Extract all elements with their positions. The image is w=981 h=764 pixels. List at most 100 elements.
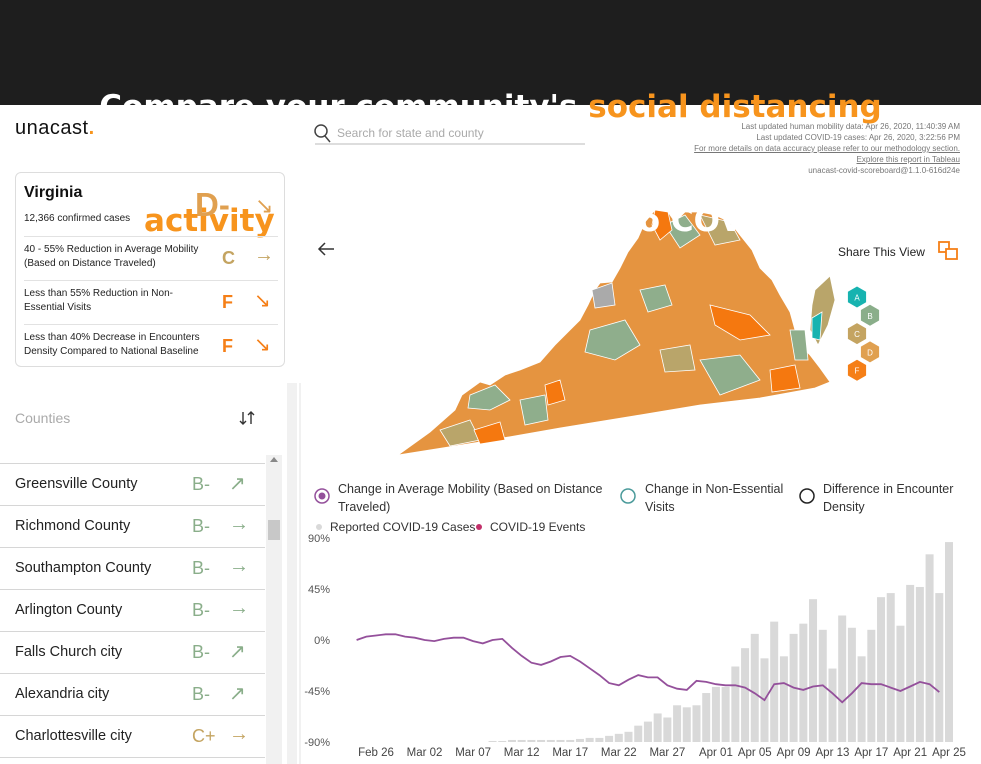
scroll-thumb[interactable] [268, 520, 280, 540]
share-icon-part [938, 241, 950, 253]
y-tick-label: -90% [304, 737, 330, 749]
divider [0, 463, 265, 464]
banner: Compare your community's social distanci… [0, 0, 981, 239]
metric-label: Less than 40% Decrease in Encounters Dens… [24, 331, 200, 359]
bar [507, 739, 516, 742]
search-icon [314, 124, 328, 138]
x-tick-label: Apr 09 [777, 747, 811, 759]
map-region [467, 384, 511, 411]
metric-grade: F [222, 336, 233, 356]
bar [915, 586, 924, 742]
sort-icon[interactable] [239, 411, 255, 425]
metric-trend: ↘ [254, 334, 271, 356]
map-region [544, 379, 566, 406]
x-tick-label: Apr 13 [816, 747, 850, 759]
counties-header: Counties [15, 410, 71, 426]
county-row[interactable]: Richmond County B- → [0, 506, 265, 548]
bar [673, 705, 682, 742]
map-region [519, 394, 549, 426]
meta-link[interactable]: Explore this report in Tableau [856, 155, 960, 164]
county-row[interactable]: Alexandria city B- ↗ [0, 674, 265, 716]
share-icon[interactable] [938, 241, 958, 260]
county-trend: ↗ [229, 683, 246, 705]
x-tick-label: Apr 01 [699, 747, 733, 759]
map[interactable] [397, 209, 836, 456]
county-row[interactable]: Falls Church city B- ↗ [0, 632, 265, 674]
bar [867, 629, 876, 742]
bar [779, 656, 788, 742]
banner-text: Compare your community's [99, 89, 589, 125]
county-grade: B- [192, 558, 210, 578]
logo-text: unacast [15, 117, 89, 139]
metric-option[interactable]: Difference in Encounter Density [823, 482, 954, 514]
county-grade: B- [192, 516, 210, 536]
bar [595, 737, 604, 742]
bar [624, 731, 633, 742]
bar [614, 733, 623, 742]
meta-line: Last updated human mobility data: Apr 26… [741, 122, 960, 131]
map-region [699, 214, 741, 246]
scrollbar[interactable] [287, 383, 297, 764]
x-tick-label: Apr 25 [932, 747, 966, 759]
county-grade: C+ [192, 726, 216, 746]
scrollbar[interactable] [266, 455, 282, 764]
bar [838, 615, 847, 742]
x-tick-label: Apr 21 [893, 747, 927, 759]
share-label[interactable]: Share This View [838, 245, 925, 259]
metric-option[interactable]: Change in Non-Essential Visits [645, 482, 784, 514]
metric-grade: C [222, 248, 235, 268]
divider [24, 324, 278, 325]
state-card [15, 172, 285, 367]
divider [24, 236, 278, 237]
legend-hex-label: F [855, 367, 860, 376]
county-row[interactable]: Arlington County B- → [0, 590, 265, 632]
banner-highlight: activity [144, 203, 275, 239]
metric-label-line: Less than 55% Reduction in Non- [24, 288, 173, 299]
meta-link[interactable]: For more details on data accuracy please… [694, 144, 960, 153]
metric-label-line: Less than 40% Decrease in Encounters [24, 332, 200, 343]
county-row[interactable]: Southampton County B- → [0, 548, 265, 590]
y-tick-label: 90% [308, 533, 330, 545]
back-arrow[interactable] [317, 242, 334, 256]
bar [634, 725, 643, 742]
metric-grade: F [222, 292, 233, 312]
state-trend: ↘ [255, 193, 274, 218]
bar [682, 707, 691, 742]
county-trend: → [229, 723, 249, 745]
x-tick-label: Apr 05 [738, 747, 772, 759]
bar [585, 737, 594, 742]
search-placeholder[interactable]: Search for state and county [337, 126, 484, 140]
radio[interactable] [799, 488, 815, 504]
bar [809, 599, 818, 742]
logo[interactable]: unacast. [15, 117, 95, 140]
map-region [651, 209, 673, 241]
county-name: Arlington County [15, 602, 123, 618]
county-row[interactable]: Charlottesville city C+ → [0, 716, 265, 758]
bar [605, 735, 614, 742]
legend-hex-label: C [854, 330, 860, 339]
metric-label-line: Density Compared to National Baseline [24, 346, 199, 357]
county-trend: → [229, 597, 249, 619]
legend-dot [476, 524, 482, 530]
scroll-arrow[interactable] [270, 457, 278, 462]
banner-line: Compare your community's social distanci… [0, 88, 981, 126]
county-grade: B- [192, 600, 210, 620]
map-region [664, 214, 701, 249]
bar [750, 633, 759, 742]
legend-hex [847, 286, 867, 308]
bar [546, 739, 555, 742]
map-region [789, 329, 809, 361]
county-name: Alexandria city [15, 686, 110, 702]
bar [702, 693, 711, 742]
bar [575, 738, 584, 742]
radio[interactable] [620, 488, 636, 504]
x-tick-label: Mar 07 [455, 747, 491, 759]
legend-hex-label: A [854, 294, 860, 303]
banner-highlight: social distancing [588, 89, 882, 125]
legend-hex-label: B [867, 312, 872, 321]
county-grade: B- [192, 474, 210, 494]
metric-option[interactable]: Change in Average Mobility (Based on Dis… [338, 482, 603, 514]
county-row[interactable]: Greensville County B- ↗ [0, 464, 265, 506]
